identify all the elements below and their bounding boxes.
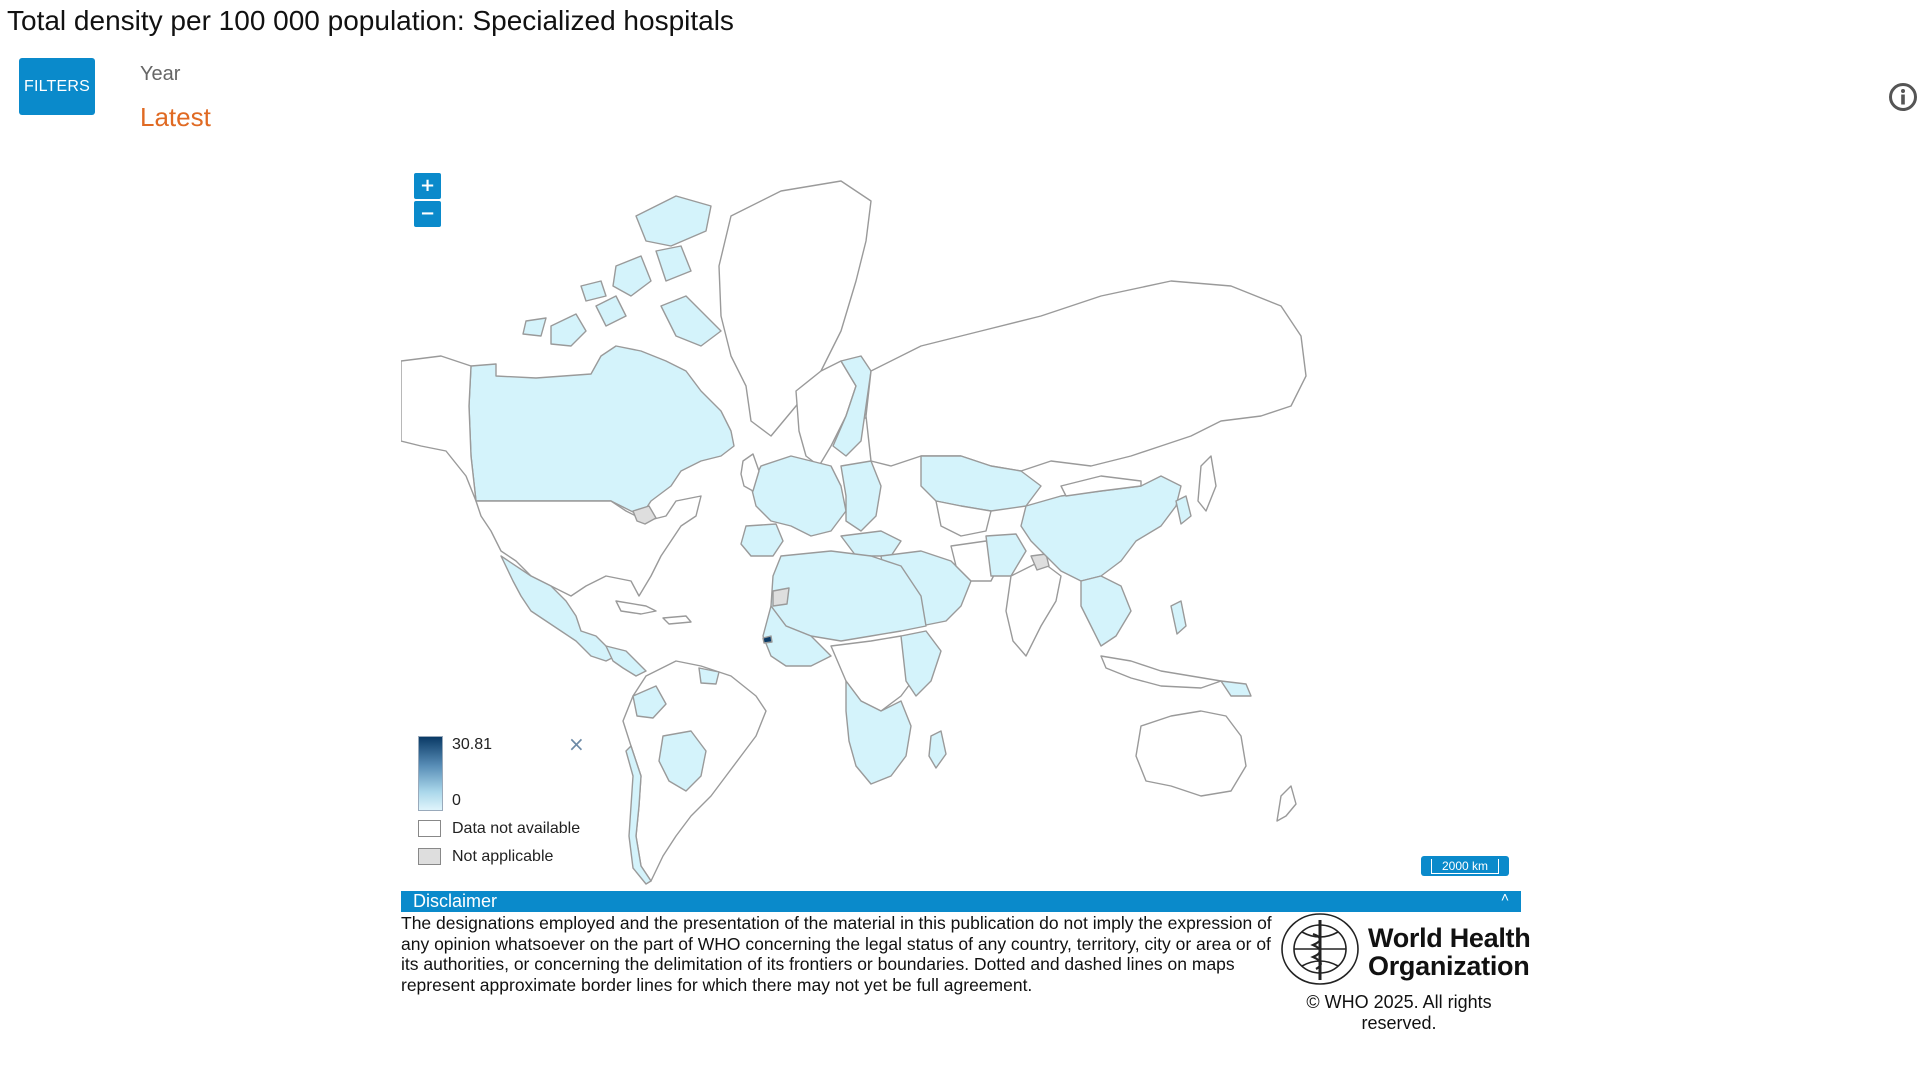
- disclaimer-text: The designations employed and the presen…: [401, 913, 1272, 995]
- region-uk: [740, 453, 760, 492]
- organization-name-line-1: World Health: [1368, 923, 1531, 953]
- organization-name-line-2: Organization: [1368, 951, 1530, 981]
- region-high-value-country: [762, 635, 773, 644]
- region-western-europe: [750, 455, 847, 537]
- legend-max-value: 30.81: [452, 736, 493, 753]
- region-alaska: [401, 355, 477, 502]
- disclaimer-header[interactable]: Disclaimer ˄: [401, 889, 1521, 912]
- filters-button[interactable]: FILTERS: [19, 58, 95, 115]
- region-central-asia: [935, 500, 992, 537]
- region-iberia: [740, 523, 784, 557]
- region-australia: [1135, 710, 1247, 797]
- region-bolivia-paraguay: [658, 730, 707, 792]
- who-emblem-logo: [1281, 913, 1359, 985]
- region-afghanistan-pakistan: [985, 533, 1027, 577]
- region-colombia: [632, 685, 667, 719]
- legend-swatch-not-applicable: [418, 848, 441, 865]
- region-japan: [1197, 455, 1217, 512]
- region-arctic-islands: [522, 195, 722, 347]
- region-caribbean: [615, 600, 692, 625]
- map-legend: 30.81 0 × Data not available Not applica…: [418, 732, 593, 874]
- region-southeast-asia: [1080, 575, 1132, 647]
- region-russia: [865, 280, 1307, 472]
- region-andes: [625, 745, 652, 885]
- region-eastern-europe: [840, 460, 882, 532]
- region-great-lakes: [632, 505, 657, 525]
- year-filter-value[interactable]: Latest: [140, 102, 211, 132]
- collapse-icon[interactable]: ˄: [1500, 889, 1509, 905]
- region-mexico: [500, 555, 617, 662]
- region-southern-africa: [845, 680, 912, 785]
- region-kashmir: [1030, 553, 1050, 571]
- region-usa: [475, 495, 702, 597]
- region-indonesia: [1100, 655, 1222, 689]
- disclaimer-title: Disclaimer: [413, 891, 498, 911]
- organization-name: World Health Organization: [1368, 923, 1531, 981]
- region-new-zealand: [1276, 785, 1297, 822]
- region-korea: [1175, 495, 1192, 525]
- region-canada: [468, 345, 735, 517]
- legend-label-not-applicable: Not applicable: [452, 848, 554, 865]
- zoom-out-button[interactable]: −: [414, 201, 441, 227]
- region-suriname: [698, 667, 720, 685]
- close-icon[interactable]: ×: [568, 732, 585, 756]
- copyright-text: © WHO 2025. All rights reserved.: [1306, 992, 1492, 1033]
- region-scandinavia: [795, 360, 857, 467]
- region-sweden-finland: [832, 355, 872, 457]
- legend-swatch-data-not-available: [418, 820, 441, 837]
- scale-bar: 2000 km: [1421, 856, 1509, 876]
- region-turkey: [840, 530, 902, 557]
- map-canvas[interactable]: [401, 156, 1521, 891]
- region-png: [1220, 680, 1252, 697]
- world-map[interactable]: [401, 156, 1521, 891]
- zoom-in-button[interactable]: +: [414, 173, 441, 199]
- scale-bar-label: 2000 km: [1430, 858, 1500, 874]
- page-title: Total density per 100 000 population: Sp…: [7, 5, 734, 36]
- region-india: [1005, 560, 1062, 657]
- region-western-sahara: [772, 587, 790, 607]
- region-east-africa: [900, 630, 942, 697]
- info-icon[interactable]: [1888, 82, 1918, 112]
- region-madagascar: [928, 730, 947, 769]
- region-mongolia: [1060, 475, 1142, 497]
- region-central-america: [605, 645, 647, 677]
- legend-min-value: 0: [452, 792, 461, 809]
- legend-label-data-not-available: Data not available: [452, 820, 581, 837]
- year-filter-label: Year: [140, 63, 181, 85]
- legend-color-ramp: [418, 736, 443, 811]
- region-philippines: [1170, 600, 1187, 635]
